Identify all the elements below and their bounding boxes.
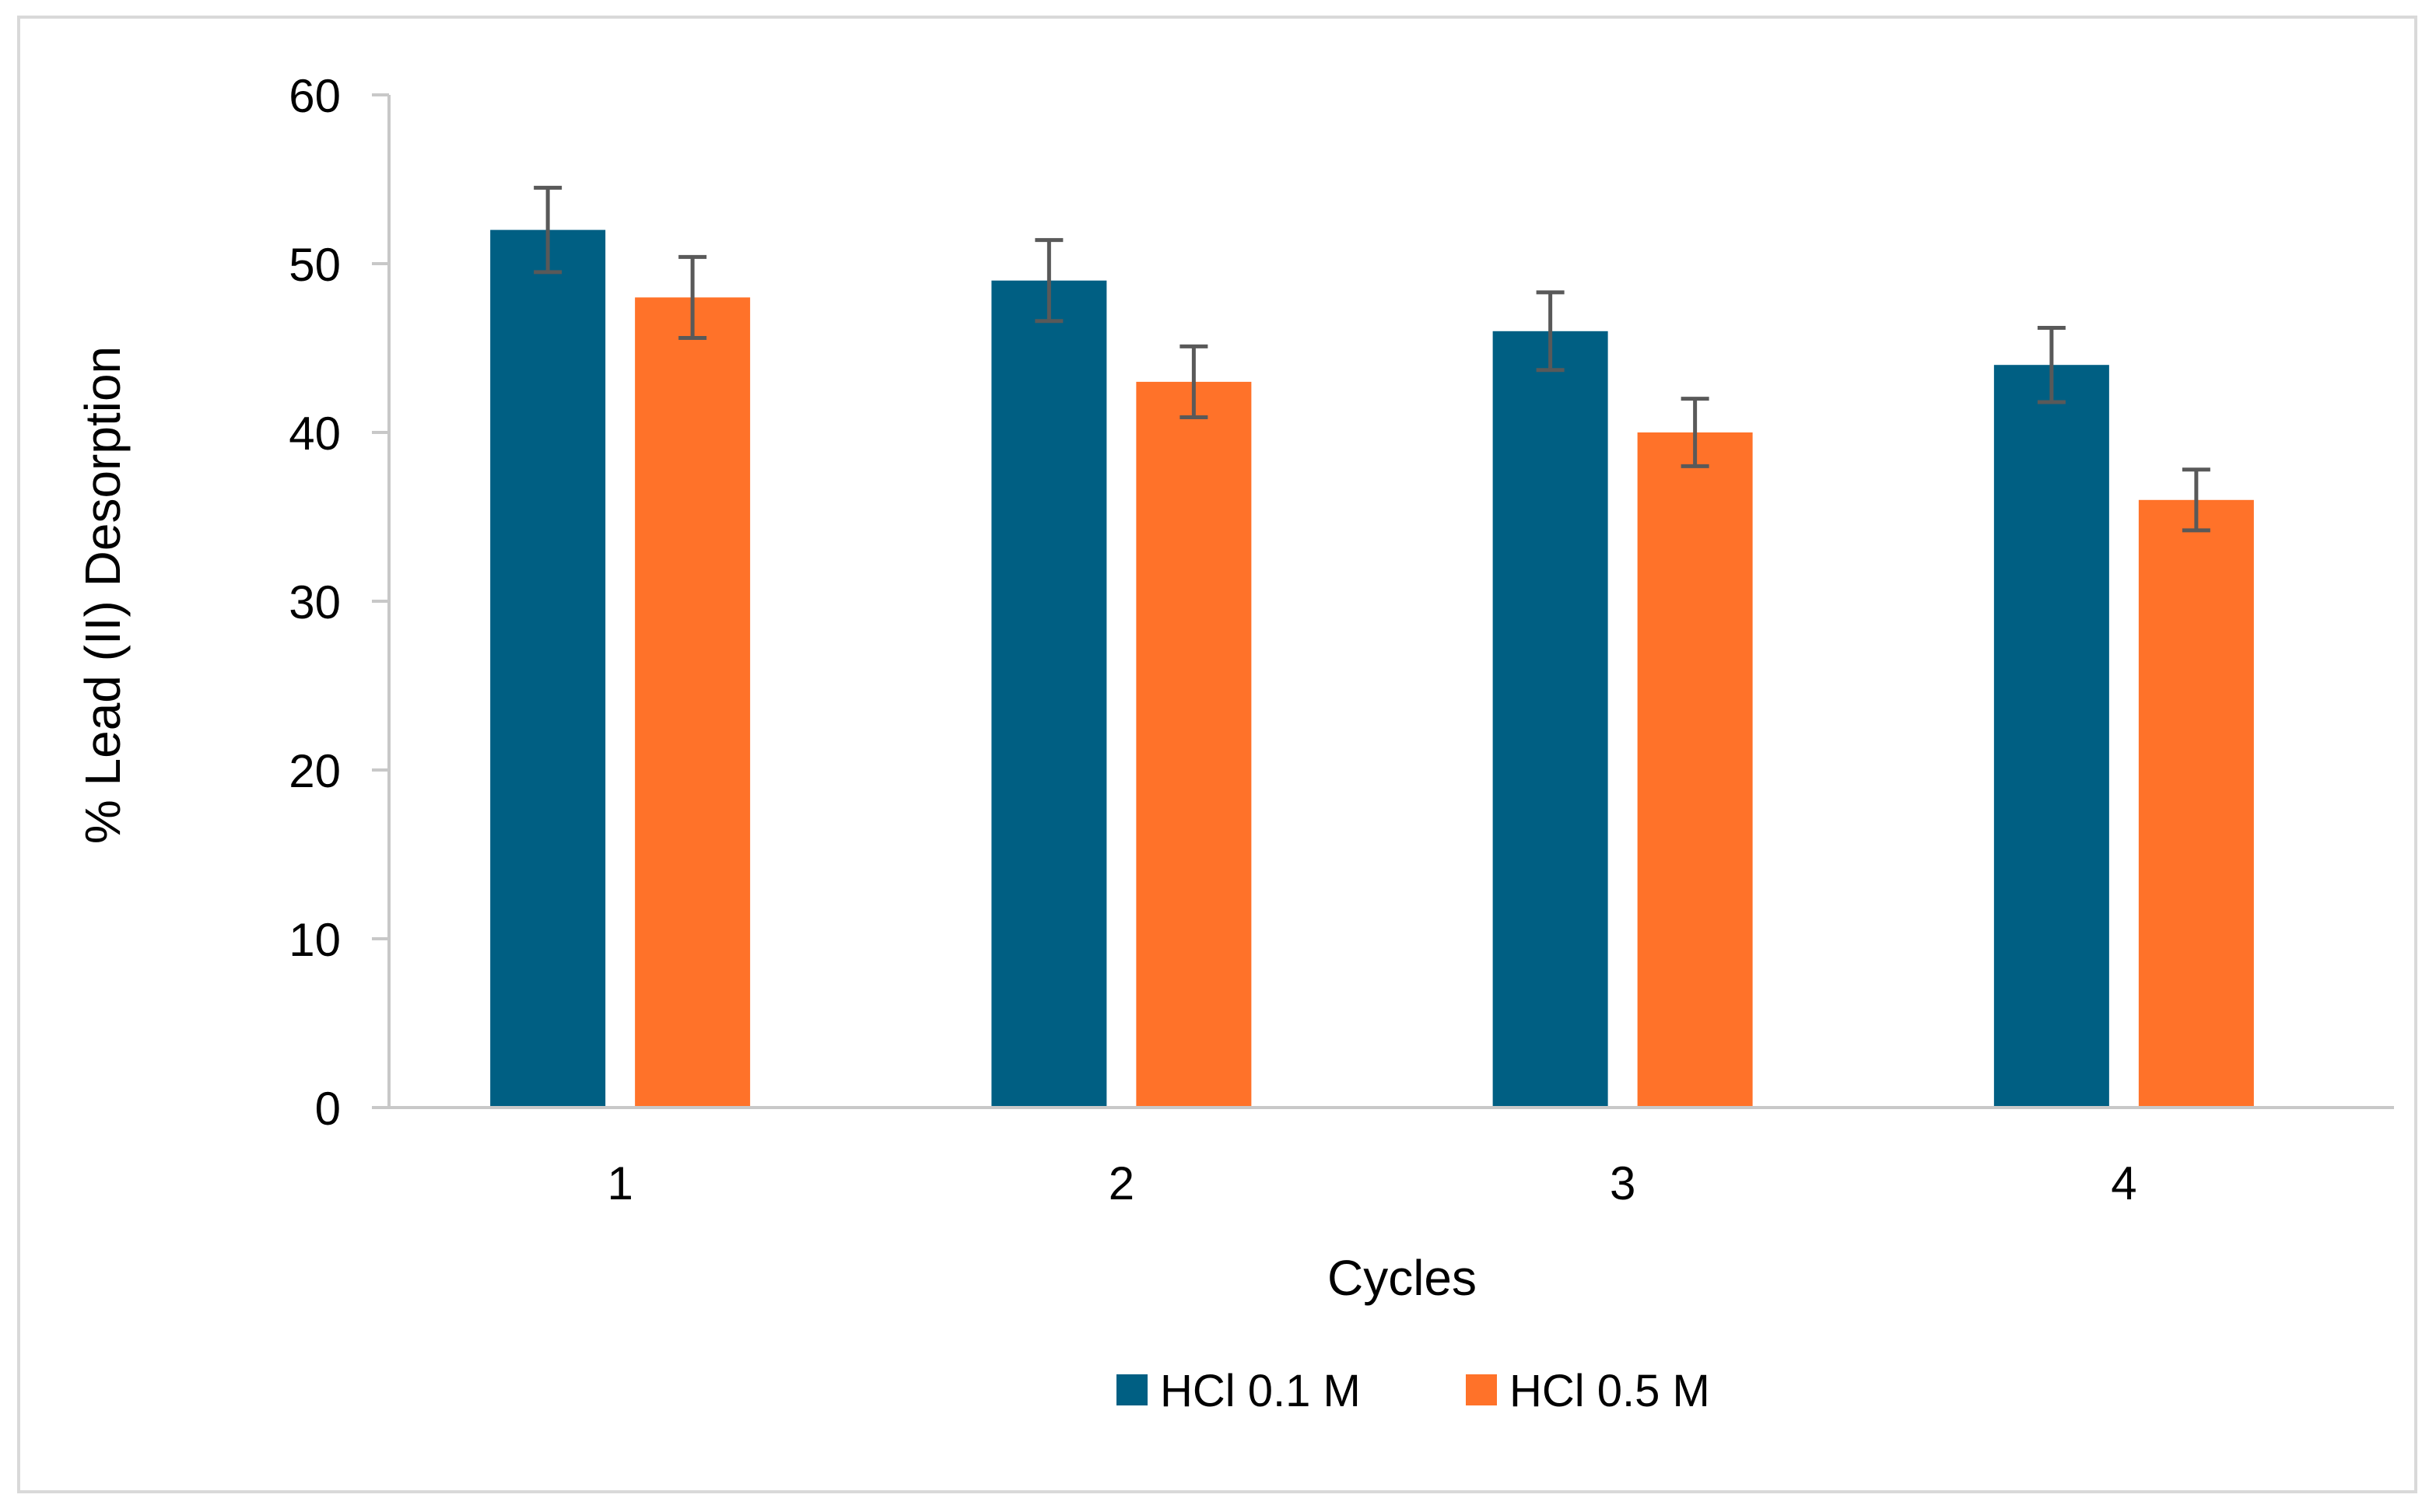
bars xyxy=(490,229,2254,1108)
y-tick-label: 0 xyxy=(315,1083,341,1135)
y-tick-label: 10 xyxy=(289,914,341,966)
error-bar xyxy=(534,185,563,275)
legend-label: HCl 0.5 M xyxy=(1509,1366,1710,1416)
x-axis-title: Cycles xyxy=(1327,1250,1477,1306)
bar-series2-cycle1 xyxy=(635,297,751,1108)
error-bar xyxy=(678,254,707,340)
y-tick-label: 30 xyxy=(289,576,341,628)
bar-series1-cycle4 xyxy=(1993,365,2109,1108)
bar-series1-cycle3 xyxy=(1492,331,1608,1108)
error-bar xyxy=(1179,344,1208,419)
error-bar xyxy=(2037,325,2066,404)
bar-series2-cycle3 xyxy=(1637,432,1753,1108)
legend: HCl 0.1 M HCl 0.5 M xyxy=(1116,1366,1710,1416)
y-tick-label: 50 xyxy=(289,239,341,291)
bar-series2-cycle2 xyxy=(1136,381,1252,1108)
error-bar xyxy=(2182,467,2210,533)
y-axis-title: % Lead (II) Desorption xyxy=(75,346,131,844)
bar-series1-cycle1 xyxy=(490,229,606,1108)
x-tick-label: 4 xyxy=(2111,1157,2136,1209)
legend-label: HCl 0.1 M xyxy=(1160,1366,1361,1416)
bar-series1-cycle2 xyxy=(991,280,1107,1108)
error-bar xyxy=(1681,397,1709,468)
x-tick-label: 2 xyxy=(1109,1157,1134,1209)
error-bar xyxy=(1035,238,1064,324)
x-tick-label: 1 xyxy=(607,1157,633,1209)
y-tick-label: 20 xyxy=(289,745,341,797)
y-tick-label: 40 xyxy=(289,408,341,460)
error-bars xyxy=(534,185,2210,533)
x-axis-ticks: 1 2 3 4 xyxy=(607,1157,2136,1209)
y-axis-ticks: 0 10 20 30 40 50 60 xyxy=(289,70,389,1135)
y-tick-label: 60 xyxy=(289,70,341,122)
legend-swatch xyxy=(1466,1374,1497,1405)
error-bar xyxy=(1536,290,1565,373)
bar-series2-cycle4 xyxy=(2138,499,2254,1108)
legend-swatch xyxy=(1116,1374,1148,1405)
x-tick-label: 3 xyxy=(1610,1157,1635,1209)
